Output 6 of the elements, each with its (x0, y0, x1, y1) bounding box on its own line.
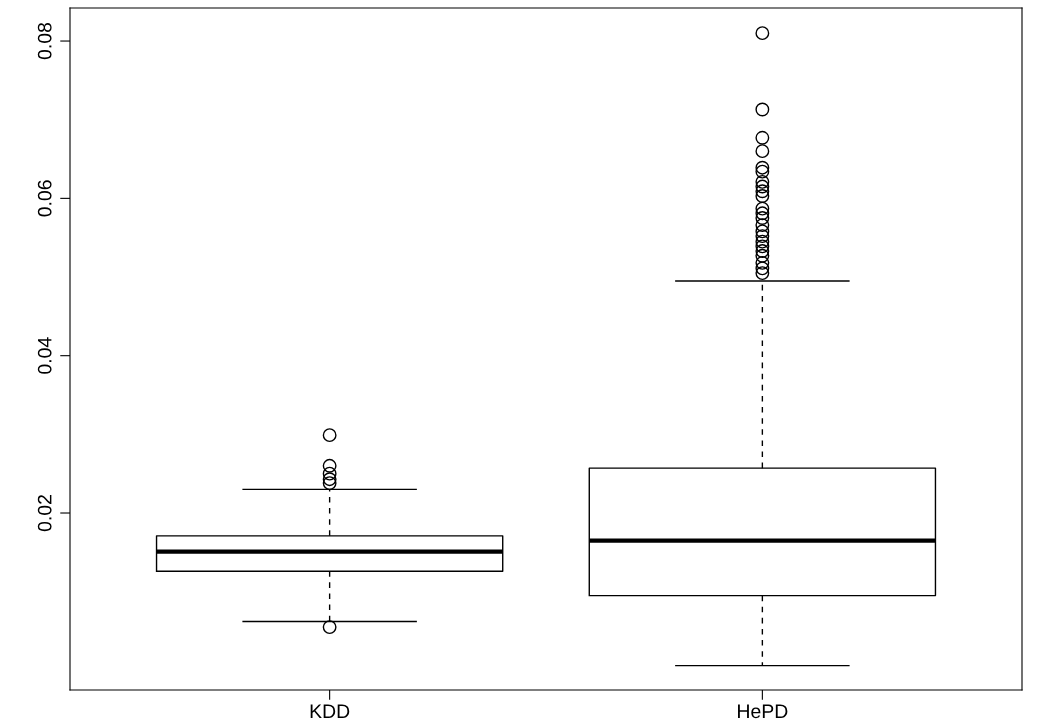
x-tick-label: KDD (310, 704, 350, 718)
x-tick-label: HePD (738, 704, 788, 719)
y-tick-label: 0.06 (37, 180, 52, 217)
y-tick-label: 0.02 (37, 495, 52, 532)
y-tick-label: 0.04 (37, 337, 52, 374)
y-tick-label: 0.08 (37, 22, 52, 60)
